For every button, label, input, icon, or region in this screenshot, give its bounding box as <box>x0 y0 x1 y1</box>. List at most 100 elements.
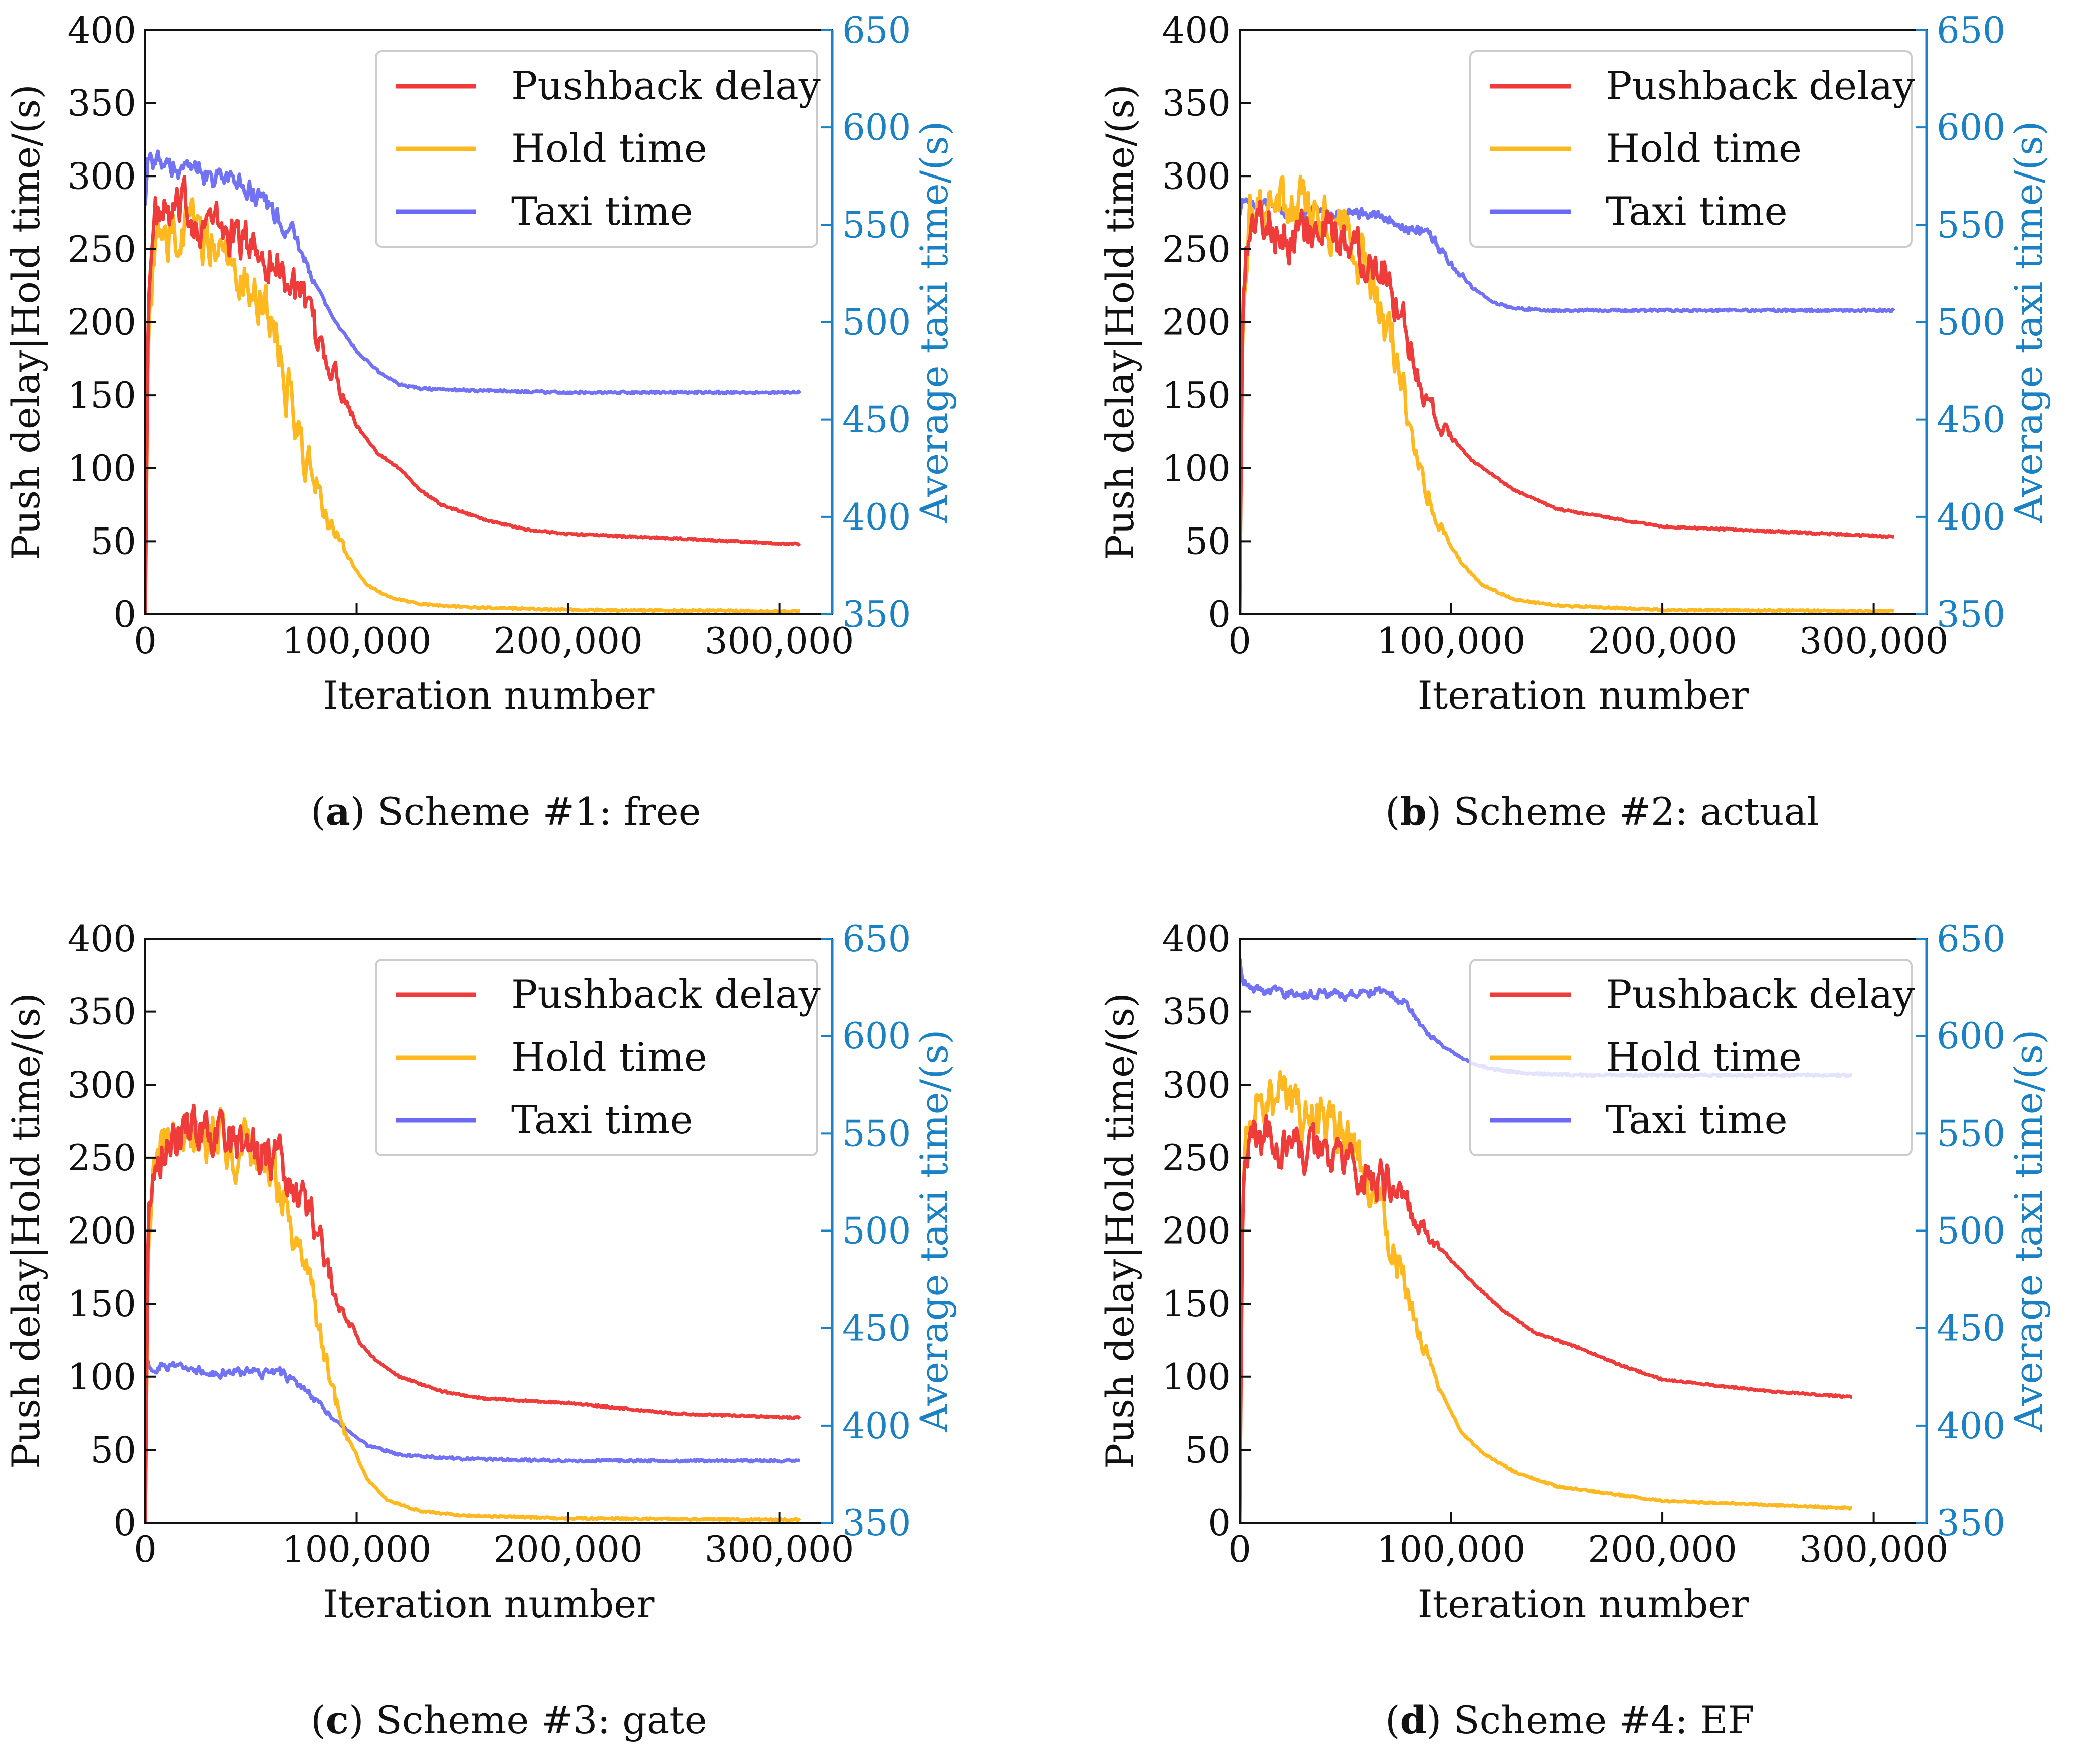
caption-text: ) Scheme #1: free <box>350 789 701 834</box>
series-line-hold-time <box>1240 1070 1853 1523</box>
y-tick-label-left: 400 <box>1162 918 1231 960</box>
series-line-taxi-time <box>145 149 802 396</box>
y-tick-label-right: 650 <box>842 918 911 960</box>
y-axis-label-left: Push delay|Hold time/(s) <box>1098 993 1142 1469</box>
y-tick-label-left: 200 <box>1162 301 1231 343</box>
y-tick-label-left: 250 <box>1162 228 1231 270</box>
series-line-hold-time <box>1240 174 1895 614</box>
legend-label-hold-time: Hold time <box>511 1035 707 1080</box>
y-tick-label-right: 350 <box>1937 593 2005 635</box>
x-axis-label: Iteration number <box>1418 673 1749 718</box>
series-line-taxi-time <box>145 1356 801 1464</box>
panel-a: 0 100,000 200,000 300,000 0 50 100 150 200 250 300… <box>4 9 957 834</box>
y-tick-label-right: 600 <box>1937 106 2005 148</box>
y-tick-label-left: 50 <box>90 1429 136 1471</box>
caption-text: ) Scheme #4: EF <box>1427 1698 1755 1742</box>
panel-caption: (c) Scheme #3: gate <box>311 1698 707 1742</box>
legend-label-pushback-delay: Pushback delay <box>511 64 821 109</box>
x-tick-label: 200,000 <box>493 1528 643 1570</box>
legend-label-pushback-delay: Pushback delay <box>1606 972 1915 1017</box>
x-tick-label: 100,000 <box>282 620 432 662</box>
y-tick-label-right: 350 <box>842 1502 911 1544</box>
legend-label-hold-time: Hold time <box>511 126 707 171</box>
y-tick-label-left: 250 <box>68 1137 136 1179</box>
y-tick-label-right: 350 <box>1937 1502 2005 1544</box>
x-axis-label: Iteration number <box>323 673 655 718</box>
y-tick-label-left: 0 <box>113 1502 136 1544</box>
y-tick-label-left: 50 <box>1185 520 1231 562</box>
y-tick-label-left: 100 <box>68 447 136 489</box>
y-tick-label-right: 550 <box>1937 204 2005 246</box>
y-tick-label-right: 450 <box>842 1307 911 1349</box>
panel-caption: (d) Scheme #4: EF <box>1385 1698 1754 1742</box>
y-tick-label-left: 300 <box>68 1064 136 1106</box>
y-tick-label-left: 200 <box>68 1210 136 1252</box>
y-tick-label-right: 650 <box>1937 9 2005 51</box>
y-tick-label-left: 100 <box>68 1356 136 1398</box>
x-axis-label: Iteration number <box>323 1581 655 1626</box>
y-tick-label-right: 500 <box>842 1210 911 1252</box>
y-tick-label-right: 650 <box>842 9 911 51</box>
y-tick-label-left: 150 <box>1162 1283 1231 1325</box>
y-axis-label-right: Average taxi time/(s) <box>2006 1029 2051 1432</box>
y-tick-label-right: 400 <box>1937 496 2005 538</box>
panel-d: 0 100,000 200,000 300,000 0 50 100 150 200 250 300… <box>1098 918 2051 1742</box>
legend-box <box>375 50 818 248</box>
y-axis-label-right: Average taxi time/(s) <box>912 1029 957 1432</box>
x-tick-label: 200,000 <box>1588 1528 1737 1570</box>
y-tick-label-right: 600 <box>842 106 911 148</box>
y-tick-label-right: 550 <box>842 204 911 246</box>
series-line-pushback-delay <box>145 1103 801 1523</box>
x-tick-label: 100,000 <box>1377 1528 1526 1570</box>
legend-box <box>1469 959 1913 1156</box>
legend-label-hold-time: Hold time <box>1606 126 1802 171</box>
y-tick-label-right: 600 <box>842 1015 911 1057</box>
y-tick-label-left: 150 <box>1162 374 1231 416</box>
x-tick-label: 300,000 <box>1799 1528 1949 1570</box>
x-tick-label: 100,000 <box>282 1528 432 1570</box>
caption-letter: a <box>326 789 350 834</box>
legend-label-hold-time: Hold time <box>1606 1035 1802 1080</box>
y-tick-label-left: 250 <box>1162 1137 1231 1179</box>
y-tick-label-left: 200 <box>68 301 136 343</box>
y-tick-label-left: 350 <box>68 82 136 124</box>
x-tick-label: 200,000 <box>493 620 643 662</box>
legend-label-taxi-time: Taxi time <box>511 189 693 234</box>
y-tick-label-left: 400 <box>1162 9 1231 51</box>
x-tick-label: 300,000 <box>1799 620 1949 662</box>
y-tick-label-left: 100 <box>1162 1356 1231 1398</box>
series-line-pushback-delay <box>145 175 801 614</box>
x-axis-label: Iteration number <box>1418 1581 1749 1626</box>
y-tick-label-right: 650 <box>1937 918 2005 960</box>
caption-letter: c <box>326 1698 349 1742</box>
y-tick-label-right: 400 <box>1937 1404 2005 1447</box>
series-line-pushback-delay <box>1240 1114 1853 1523</box>
caption-text: ) Scheme #2: actual <box>1427 789 1819 834</box>
series-line-hold-time <box>145 197 801 614</box>
x-tick-label: 300,000 <box>705 620 854 662</box>
y-tick-label-left: 400 <box>68 9 136 51</box>
legend-label-taxi-time: Taxi time <box>1606 1098 1788 1143</box>
y-tick-label-left: 300 <box>68 155 136 197</box>
y-tick-label-right: 450 <box>842 399 911 441</box>
y-axis-label-left: Push delay|Hold time/(s) <box>4 993 48 1469</box>
y-tick-label-left: 50 <box>1185 1429 1231 1471</box>
series-line-pushback-delay <box>1240 200 1895 614</box>
legend-label-pushback-delay: Pushback delay <box>511 972 821 1017</box>
panel-caption: (b) Scheme #2: actual <box>1385 789 1819 834</box>
legend-label-taxi-time: Taxi time <box>1606 189 1788 234</box>
y-tick-label-left: 350 <box>1162 991 1231 1033</box>
legend-box <box>375 959 818 1156</box>
panel-c: 0 100,000 200,000 300,000 0 50 100 150 200 250 300… <box>4 918 957 1742</box>
y-tick-label-left: 0 <box>1208 593 1231 635</box>
y-tick-label-right: 500 <box>842 301 911 343</box>
y-tick-label-left: 150 <box>68 1283 136 1325</box>
series-line-taxi-time <box>1240 197 1895 313</box>
x-tick-label: 300,000 <box>705 1528 854 1570</box>
y-tick-label-right: 500 <box>1937 1210 2005 1252</box>
y-tick-label-right: 550 <box>1937 1112 2005 1154</box>
y-tick-label-right: 450 <box>1937 399 2005 441</box>
legend-box <box>1469 50 1913 248</box>
caption-letter: d <box>1400 1698 1427 1742</box>
